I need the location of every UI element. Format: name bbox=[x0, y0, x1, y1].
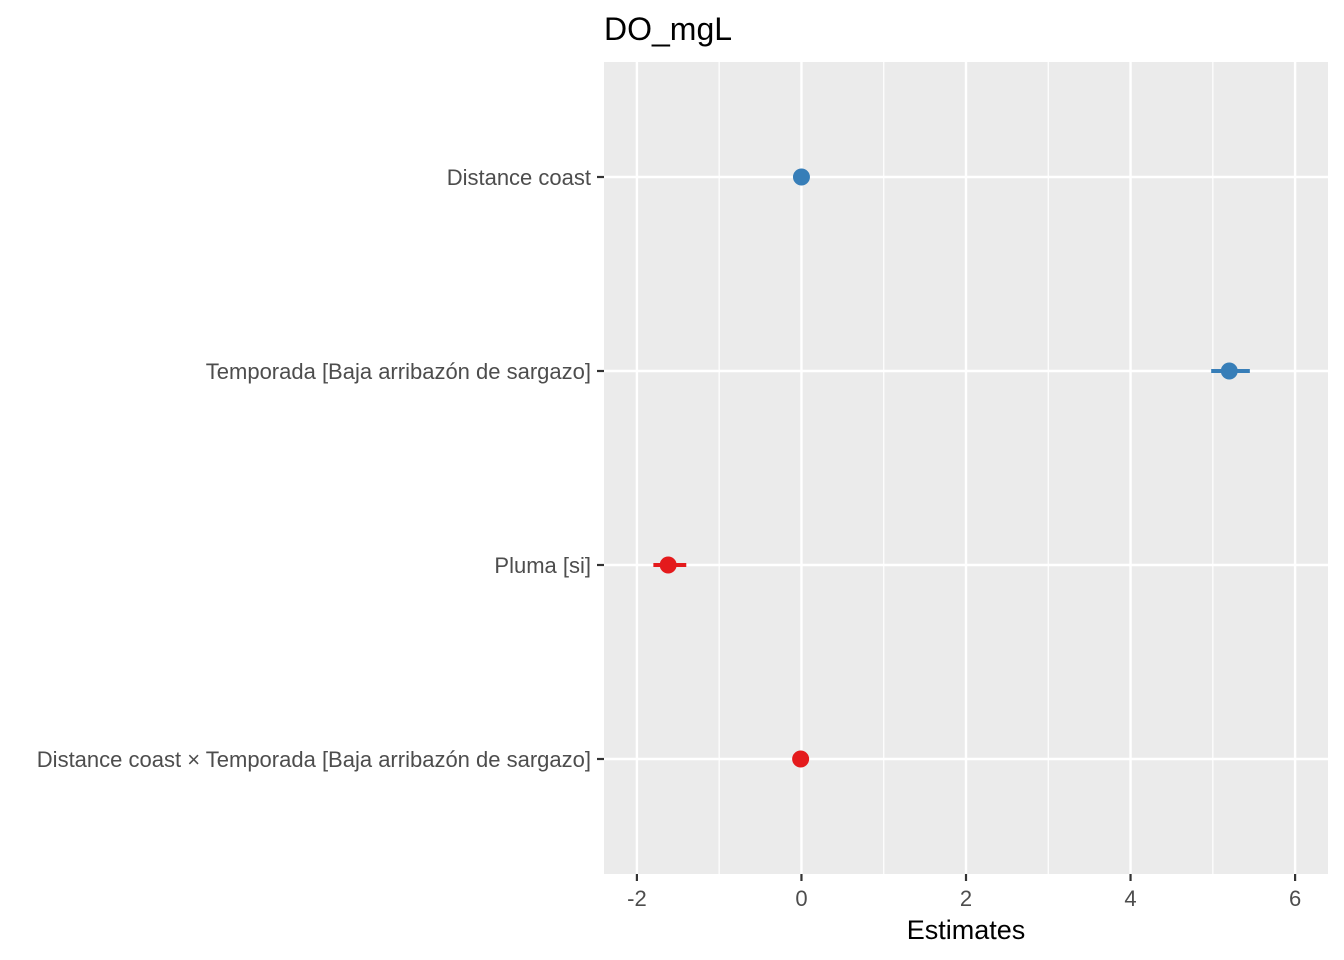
major-gridlines bbox=[604, 62, 1328, 874]
minor-gridlines bbox=[718, 62, 1214, 874]
y-tick-label: Distance coast bbox=[447, 165, 591, 190]
x-tick-label: 0 bbox=[795, 886, 807, 911]
estimate-point bbox=[792, 168, 810, 186]
y-tick-label: Temporada [Baja arribazón de sargazo] bbox=[206, 359, 591, 384]
x-axis: -2 0 2 4 6 bbox=[627, 874, 1301, 911]
x-tick-label: 4 bbox=[1124, 886, 1136, 911]
y-tick-label: Pluma [si] bbox=[494, 553, 591, 578]
x-tick-label: 2 bbox=[960, 886, 972, 911]
estimate-point bbox=[1220, 362, 1238, 380]
estimate-point bbox=[659, 556, 677, 574]
x-tick-label: 6 bbox=[1289, 886, 1301, 911]
x-axis-label: Estimates bbox=[907, 915, 1026, 945]
estimate-point bbox=[792, 750, 810, 768]
y-tick-label: Distance coast × Temporada [Baja arribaz… bbox=[37, 747, 591, 772]
x-tick-label: -2 bbox=[627, 886, 647, 911]
estimate-marks bbox=[653, 168, 1250, 768]
y-axis: Distance coast Temporada [Baja arribazón … bbox=[37, 165, 604, 772]
chart-title: DO_mgL bbox=[604, 11, 732, 47]
